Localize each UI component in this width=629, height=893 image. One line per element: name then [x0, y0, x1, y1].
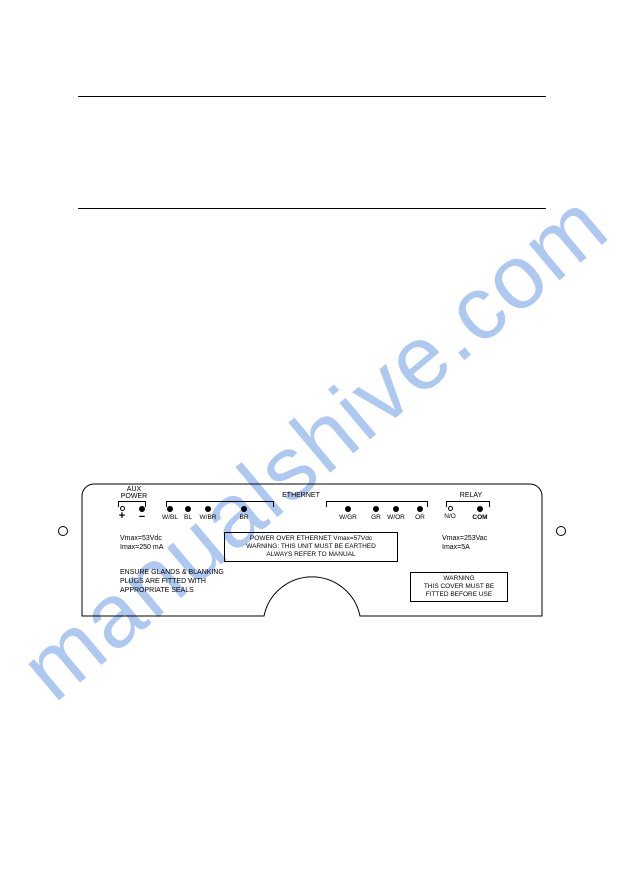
- terminal-6: W/GR: [338, 506, 358, 521]
- terminal-panel: AUXPOWER ETHERNET RELAY +− W/BLBLW/BR BR W/…: [80, 482, 544, 642]
- poe-line1: POWER OVER ETHERNET Vmax=57Vdc: [228, 535, 394, 543]
- ethernet-label: ETHERNET: [166, 492, 436, 499]
- glands-note: ENSURE GLANDS & BLANKING PLUGS ARE FITTE…: [120, 568, 224, 595]
- terminal-dot: [345, 506, 351, 512]
- terminal-7: GR: [366, 506, 386, 521]
- terminal-dot: [448, 506, 453, 511]
- terminal-dot: [477, 506, 483, 512]
- terminal-label: W/BL: [160, 514, 180, 521]
- terminal-0: +: [112, 506, 132, 521]
- terminal-label: OR: [410, 514, 430, 521]
- cover-warning-box: WARNING THIS COVER MUST BE FITTED BEFORE…: [410, 572, 508, 602]
- terminal-label: W/BR: [198, 514, 218, 521]
- aux-spec: Vmax=53VdcImax=250 mA: [120, 534, 163, 552]
- terminal-3: BL: [178, 506, 198, 521]
- poe-line2: WARNING: THIS UNIT MUST BE EARTHED: [228, 543, 394, 551]
- terminal-symbol: +: [112, 511, 132, 521]
- terminal-dot: [393, 506, 399, 512]
- terminal-dot: [373, 506, 379, 512]
- screw-hole-left: [58, 526, 68, 536]
- terminal-10: N/O: [440, 506, 460, 520]
- terminal-label: W/GR: [338, 514, 358, 521]
- relay-spec: Vmax=253VacImax=5A: [442, 534, 487, 552]
- aux-power-label: AUXPOWER: [116, 486, 152, 500]
- terminal-1: −: [132, 506, 152, 522]
- divider-bottom: [78, 208, 546, 209]
- terminal-label: N/O: [440, 513, 460, 520]
- terminal-2: W/BL: [160, 506, 180, 521]
- terminal-dot: [417, 506, 423, 512]
- terminal-dot: [167, 506, 173, 512]
- terminal-label: BL: [178, 514, 198, 521]
- divider-top: [78, 96, 546, 97]
- terminal-8: W/OR: [386, 506, 406, 521]
- terminal-label: BR: [234, 514, 254, 521]
- terminal-symbol: −: [132, 512, 152, 522]
- terminal-9: OR: [410, 506, 430, 521]
- terminal-label: COM: [470, 514, 490, 521]
- poe-line3: ALWAYS REFER TO MANUAL: [228, 551, 394, 559]
- terminal-dot: [205, 506, 211, 512]
- relay-label: RELAY: [446, 492, 496, 499]
- terminal-4: W/BR: [198, 506, 218, 521]
- terminal-label: W/OR: [386, 514, 406, 521]
- poe-warning-box: POWER OVER ETHERNET Vmax=57Vdc WARNING: …: [224, 532, 398, 562]
- screw-hole-right: [556, 526, 566, 536]
- terminal-label: GR: [366, 514, 386, 521]
- terminal-11: COM: [470, 506, 490, 521]
- terminal-5: BR: [234, 506, 254, 521]
- terminal-dot: [241, 506, 247, 512]
- terminal-dot: [185, 506, 191, 512]
